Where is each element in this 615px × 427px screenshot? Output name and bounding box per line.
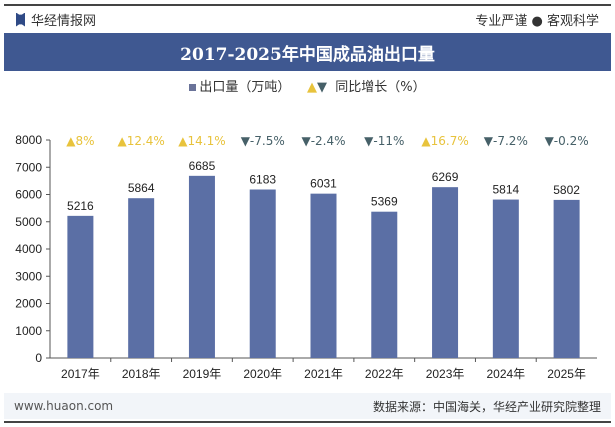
x-tick-label: 2021年 bbox=[304, 367, 343, 381]
x-tick-label: 2025年 bbox=[547, 367, 586, 381]
y-tick-label: 7000 bbox=[15, 160, 42, 174]
brand-name: 华经情报网 bbox=[31, 14, 97, 29]
legend: 出口量（万吨） ▲▼ 同比增长（%） bbox=[0, 76, 615, 95]
data-label: 6269 bbox=[432, 170, 459, 184]
bar bbox=[249, 189, 276, 358]
data-label: 5802 bbox=[553, 183, 580, 197]
y-tick-label: 6000 bbox=[15, 188, 42, 202]
footer: www.huaon.com 数据来源：中国海关，华经产业研究院整理 bbox=[4, 393, 611, 419]
legend-growth-label: 同比增长（%） bbox=[335, 80, 426, 95]
bar bbox=[553, 199, 580, 358]
website-url: www.huaon.com bbox=[14, 399, 114, 413]
growth-label: ▲14.1% bbox=[178, 134, 225, 148]
chart-title: 2017-2025年中国成品油出口量 bbox=[4, 33, 611, 71]
growth-label: ▼-2.4% bbox=[301, 134, 345, 148]
brand: 华经情报网 bbox=[16, 10, 96, 29]
bar bbox=[310, 193, 337, 358]
bottom-divider bbox=[4, 421, 611, 423]
growth-label: ▲8% bbox=[66, 134, 94, 148]
x-tick-label: 2017年 bbox=[61, 367, 100, 381]
y-tick-label: 1000 bbox=[15, 324, 42, 338]
data-label: 5369 bbox=[371, 195, 398, 209]
data-label: 5864 bbox=[128, 181, 155, 195]
y-tick-label: 3000 bbox=[15, 269, 42, 283]
growth-label: ▼-11% bbox=[364, 134, 404, 148]
legend-down-triangle-icon: ▼ bbox=[316, 80, 327, 95]
data-label: 5814 bbox=[492, 183, 519, 197]
y-tick-label: 8000 bbox=[15, 133, 42, 147]
growth-label: ▲12.4% bbox=[117, 134, 164, 148]
bar bbox=[492, 199, 519, 358]
bar bbox=[188, 175, 215, 358]
bar bbox=[371, 211, 398, 358]
legend-bar-label: 出口量（万吨） bbox=[199, 80, 291, 95]
legend-bar-swatch bbox=[189, 84, 197, 91]
y-tick-label: 4000 bbox=[15, 242, 42, 256]
growth-label: ▼-7.5% bbox=[241, 134, 285, 148]
bar bbox=[432, 187, 459, 358]
x-tick-label: 2018年 bbox=[122, 367, 161, 381]
x-tick-label: 2023年 bbox=[426, 367, 465, 381]
growth-label: ▼-7.2% bbox=[484, 134, 528, 148]
bar bbox=[67, 215, 94, 358]
growth-label: ▼-0.2% bbox=[545, 134, 589, 148]
x-tick-label: 2019年 bbox=[183, 367, 222, 381]
growth-label: ▲16.7% bbox=[421, 134, 468, 148]
x-tick-label: 2024年 bbox=[486, 367, 525, 381]
top-divider bbox=[4, 4, 611, 6]
legend-up-triangle-icon: ▲ bbox=[306, 80, 317, 95]
x-tick-label: 2022年 bbox=[365, 367, 404, 381]
slogan: 专业严谨 ● 客观科学 bbox=[475, 14, 599, 29]
y-tick-label: 0 bbox=[35, 351, 42, 365]
logo-icon bbox=[16, 12, 25, 27]
data-label: 6031 bbox=[310, 177, 337, 191]
bar bbox=[128, 198, 155, 358]
x-tick-label: 2020年 bbox=[243, 367, 282, 381]
y-tick-label: 2000 bbox=[15, 297, 42, 311]
y-tick-label: 5000 bbox=[15, 215, 42, 229]
data-label: 6183 bbox=[249, 173, 276, 187]
data-label: 5216 bbox=[67, 199, 94, 213]
data-label: 6685 bbox=[189, 159, 216, 173]
data-source: 数据来源：中国海关，华经产业研究院整理 bbox=[372, 399, 601, 414]
